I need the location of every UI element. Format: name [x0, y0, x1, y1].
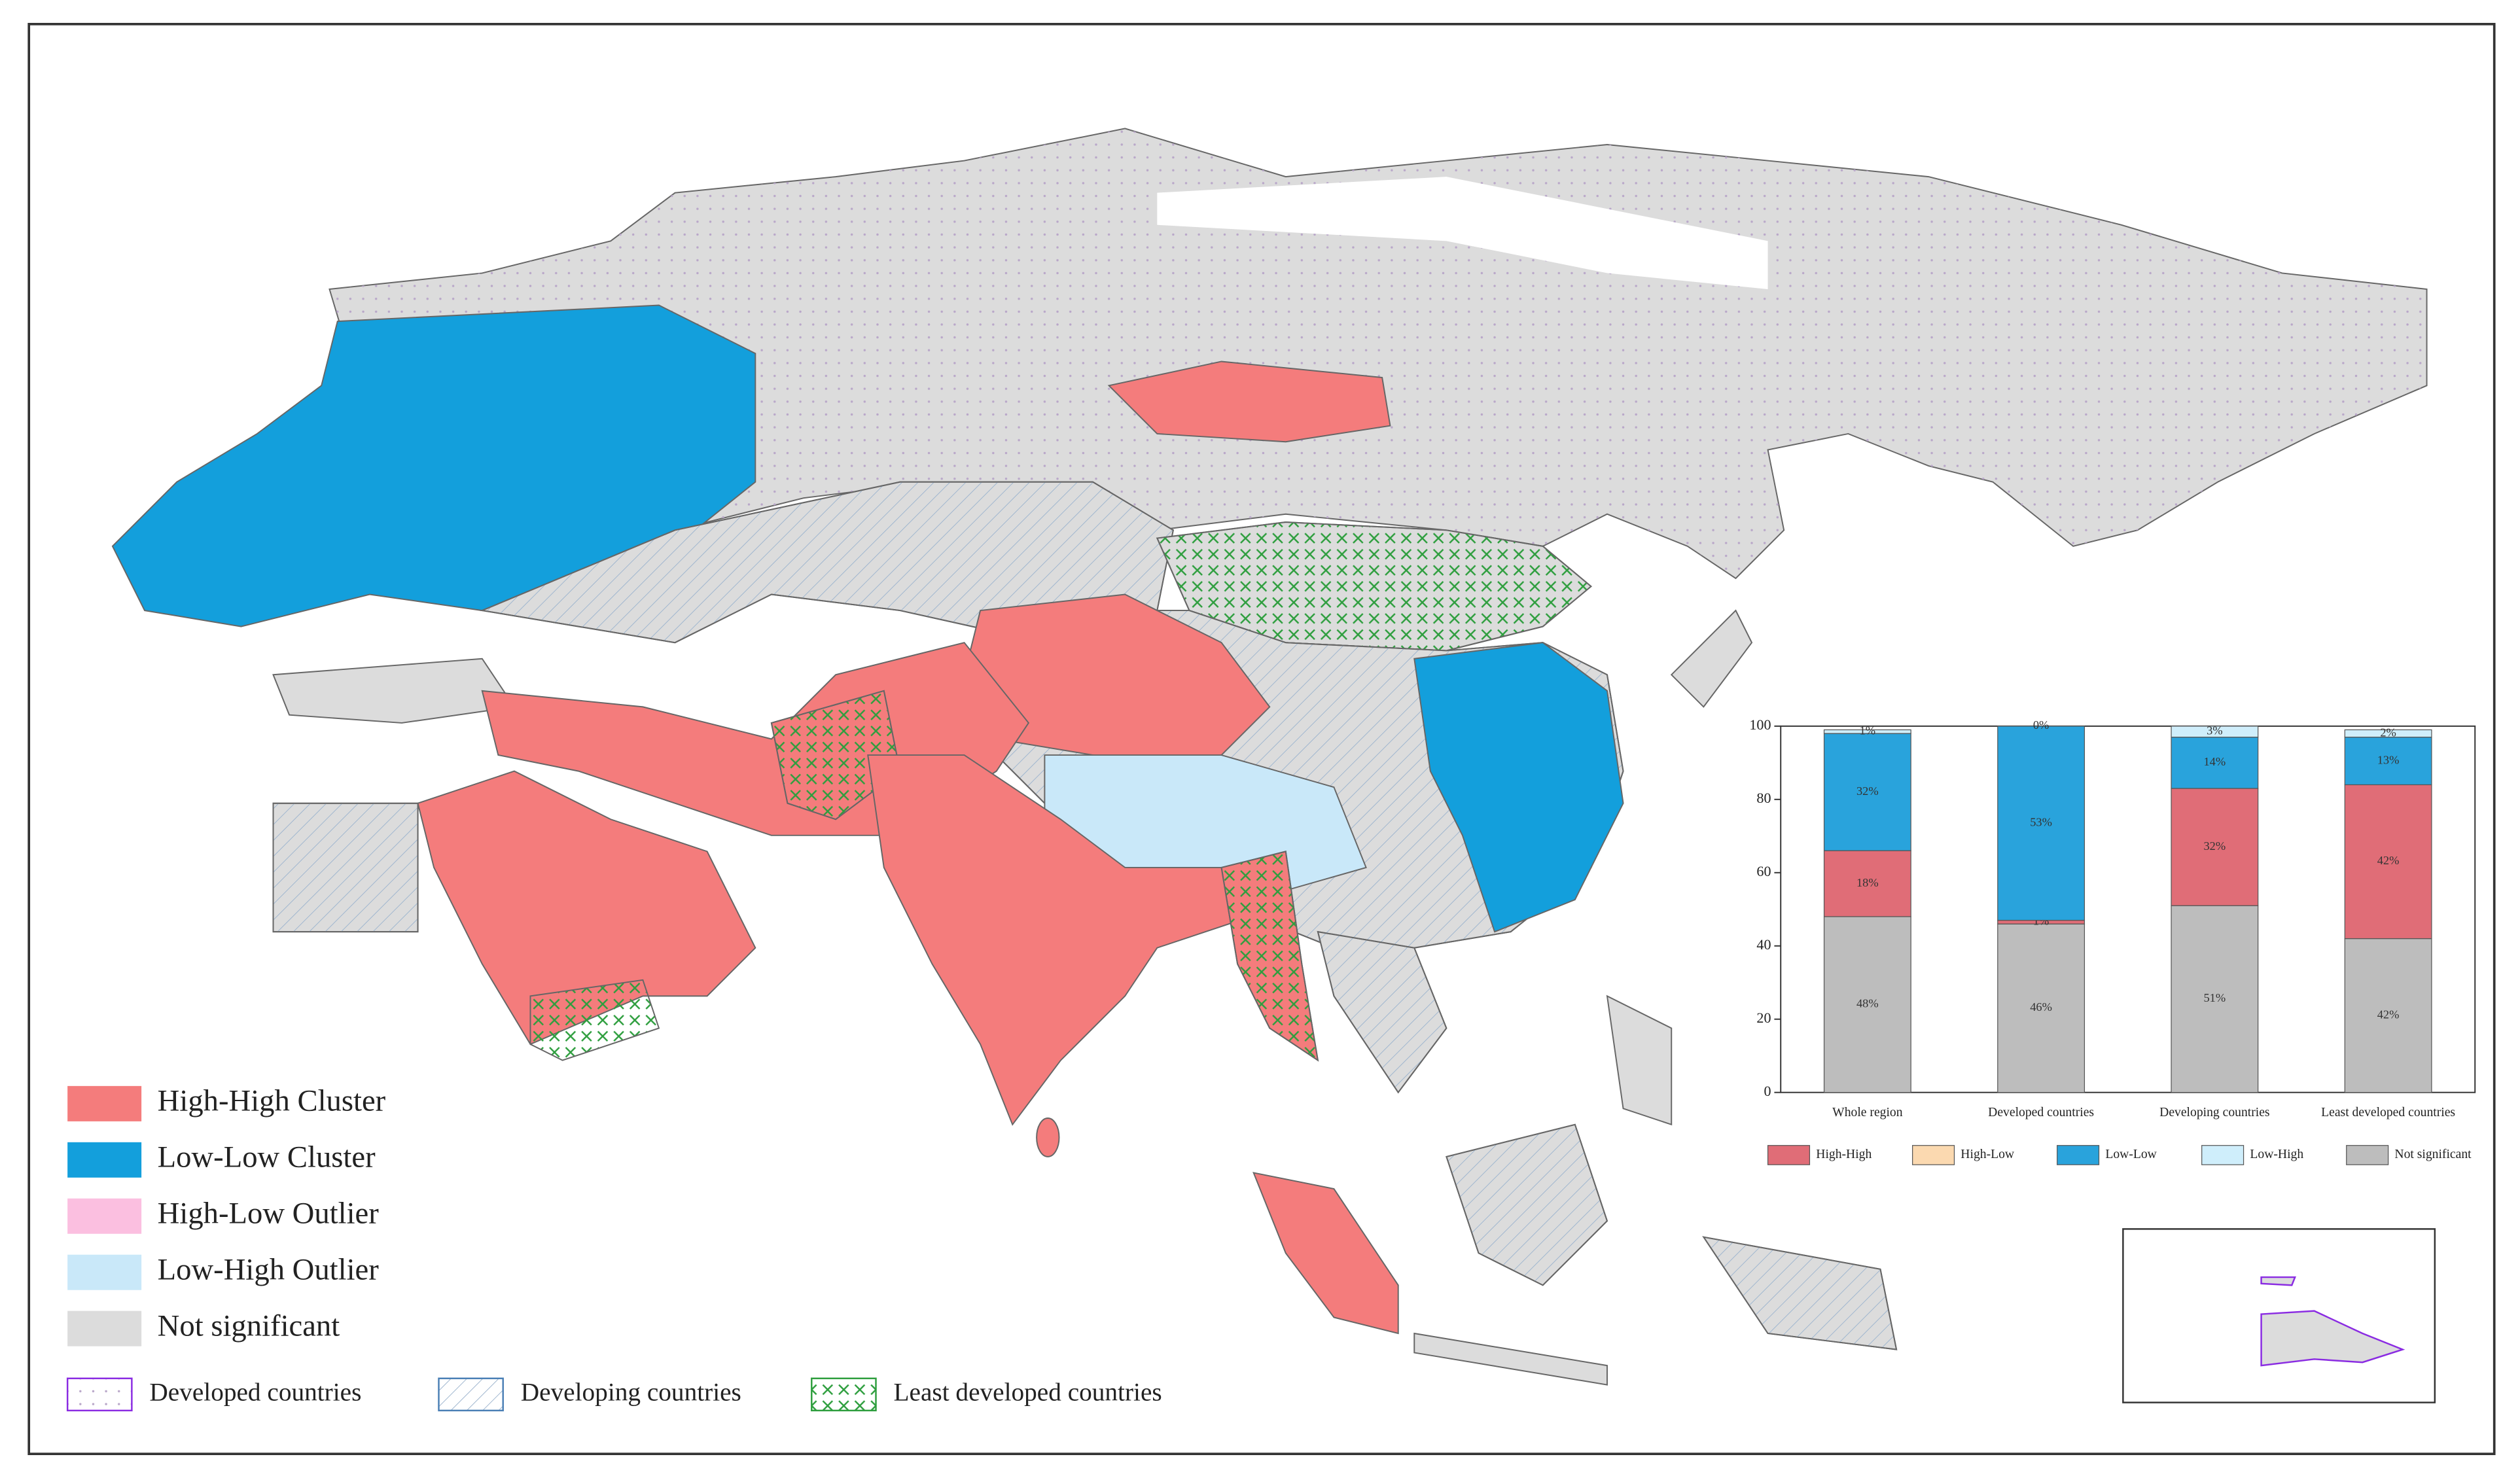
legend-label: Developed countries	[149, 1378, 361, 1406]
legend-swatch	[438, 1377, 504, 1412]
legend-swatch	[2057, 1145, 2100, 1165]
legend-label: High-Low Outlier	[158, 1196, 380, 1230]
region	[1413, 1332, 1608, 1386]
region	[1157, 177, 1768, 289]
bar-segment	[2344, 938, 2432, 1093]
region	[1413, 642, 1624, 933]
legend-swatch	[67, 1085, 142, 1121]
region-pattern	[272, 802, 419, 933]
y-tick-label: 0	[1764, 1083, 1771, 1099]
legend-swatch	[66, 1377, 133, 1412]
bar-segment	[1823, 916, 1911, 1093]
value-label: 46%	[2030, 1000, 2052, 1013]
region-pattern	[329, 128, 2427, 611]
region-pattern	[1702, 1236, 1898, 1350]
legend-swatch	[67, 1142, 142, 1178]
y-tick-label: 80	[1756, 790, 1771, 806]
legend-swatch	[1912, 1145, 1955, 1165]
map	[111, 128, 2428, 1386]
y-tick-label: 20	[1756, 1010, 1771, 1026]
region	[417, 770, 756, 1046]
region	[111, 304, 756, 627]
bar-segment	[2171, 788, 2259, 906]
inset-region	[2260, 1276, 2296, 1286]
region	[1036, 1117, 1060, 1157]
region-pattern	[1446, 1123, 1608, 1286]
legend-label: Not significant	[2394, 1147, 2472, 1161]
region-pattern	[1220, 851, 1319, 1062]
legend-swatch	[2346, 1145, 2389, 1165]
region	[1252, 1172, 1399, 1335]
value-label: 3%	[2207, 724, 2223, 737]
legend-label: High-High Cluster	[158, 1084, 386, 1118]
value-label: 32%	[1856, 784, 1879, 798]
bar-segment	[2344, 737, 2432, 786]
value-label: 18%	[1856, 876, 1879, 889]
legend-label: Low-High Outlier	[158, 1252, 380, 1286]
legend-label: High-Low	[1961, 1147, 2015, 1161]
bar-segment	[1823, 733, 1911, 851]
value-label: 2%	[2380, 726, 2396, 739]
x-tick-label: Developed countries	[1988, 1105, 2094, 1119]
legend-swatch	[67, 1254, 142, 1290]
legend-label: Least developed countries	[894, 1378, 1162, 1406]
bar-segment	[2171, 737, 2259, 789]
legend-label: Low-High	[2250, 1147, 2303, 1161]
legend-swatch	[1767, 1145, 1811, 1165]
legend-swatch	[67, 1311, 142, 1346]
y-tick-label: 40	[1756, 936, 1771, 953]
bar-segment	[1997, 726, 2085, 921]
region-pattern	[770, 690, 901, 820]
value-label: 32%	[2203, 839, 2226, 853]
region	[1670, 609, 1753, 708]
legend-label: Developing countries	[521, 1378, 741, 1406]
legend-label: Low-Low Cluster	[158, 1140, 376, 1174]
value-label: 13%	[2377, 753, 2400, 766]
legend-label: High-High	[1816, 1147, 1872, 1161]
bar-segment	[2344, 784, 2432, 940]
bar-segment	[2171, 726, 2259, 738]
value-label: 0%	[2033, 718, 2050, 731]
region	[272, 658, 516, 724]
region-pattern	[1317, 930, 1447, 1094]
legend: High-High Cluster Low-Low Cluster High-Low…	[66, 1084, 1162, 1412]
legend-swatch	[811, 1377, 877, 1412]
y-tick-label: 60	[1756, 863, 1771, 879]
value-label: 53%	[2030, 815, 2052, 828]
region	[1606, 994, 1673, 1126]
region-pattern	[529, 979, 660, 1061]
inset-region	[2260, 1310, 2405, 1367]
legend-swatch	[2201, 1145, 2245, 1165]
region	[1107, 361, 1391, 443]
value-label: 42%	[2377, 854, 2400, 867]
x-tick-label: Least developed countries	[2321, 1105, 2455, 1119]
x-tick-label: Whole region	[1832, 1105, 1903, 1119]
y-tick-label: 100	[1749, 716, 1771, 733]
value-label: 14%	[2203, 755, 2226, 768]
legend-swatch	[67, 1198, 142, 1234]
region	[867, 754, 1255, 1126]
bar-segment	[1997, 923, 2085, 1093]
legend-label: Not significant	[158, 1309, 340, 1343]
x-tick-label: Developing countries	[2159, 1105, 2269, 1119]
value-label: 42%	[2377, 1008, 2400, 1021]
value-label: 48%	[1856, 997, 1879, 1010]
bar-segment	[1823, 729, 1911, 734]
legend-label: Low-Low	[2105, 1147, 2157, 1161]
value-label: 1%	[1860, 724, 1876, 737]
value-label: 51%	[2203, 991, 2226, 1004]
bar-segment	[2344, 729, 2432, 738]
